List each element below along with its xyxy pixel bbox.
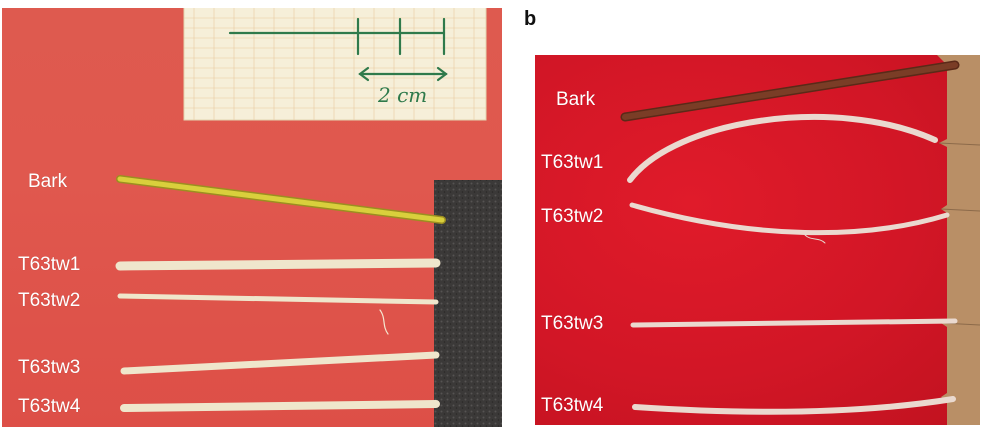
label-bark-b: Bark — [556, 89, 596, 110]
label-t63tw3-b: T63tw3 — [541, 313, 604, 334]
label-t63tw4-a: T63tw4 — [18, 396, 81, 417]
scale-bar-label: 2 cm — [378, 83, 428, 107]
label-t63tw1-a: T63tw1 — [18, 254, 81, 275]
specimen-strips-b — [620, 60, 960, 415]
label-bark-a: Bark — [28, 171, 68, 192]
label-t63tw3-a: T63tw3 — [18, 357, 81, 378]
panel-b-letter: b — [524, 8, 537, 30]
specimen-strips — [115, 175, 446, 412]
cardboard-clamp — [937, 55, 980, 425]
graph-paper-scale — [183, 8, 487, 121]
label-t63tw2-a: T63tw2 — [18, 290, 81, 311]
photo-panel-b: Bark T63tw1 T63tw2 T63tw3 T63tw4 — [535, 55, 980, 425]
label-t63tw1-b: T63tw1 — [541, 152, 604, 173]
photo-panel-a: Bark T63tw1 T63tw2 T63tw3 T63tw4 2 cm — [2, 8, 502, 427]
label-t63tw4-b: T63tw4 — [541, 395, 604, 416]
label-t63tw2-b: T63tw2 — [541, 206, 604, 227]
